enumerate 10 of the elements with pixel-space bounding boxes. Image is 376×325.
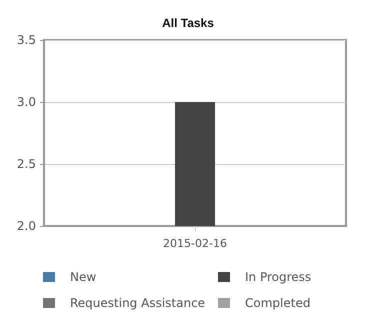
legend-label: Requesting Assistance (70, 296, 206, 310)
legend-label: In Progress (245, 270, 312, 284)
y-tick-label: 2.0 (16, 219, 36, 233)
y-tick-label: 2.5 (16, 157, 36, 171)
y-tick-label: 3.0 (16, 95, 36, 109)
chart-title: All Tasks (162, 16, 214, 30)
y-tick-label: 3.5 (16, 33, 36, 47)
x-tick-label: 2015-02-16 (163, 237, 227, 250)
legend-label: Completed (245, 296, 310, 310)
legend-label: New (70, 270, 96, 284)
